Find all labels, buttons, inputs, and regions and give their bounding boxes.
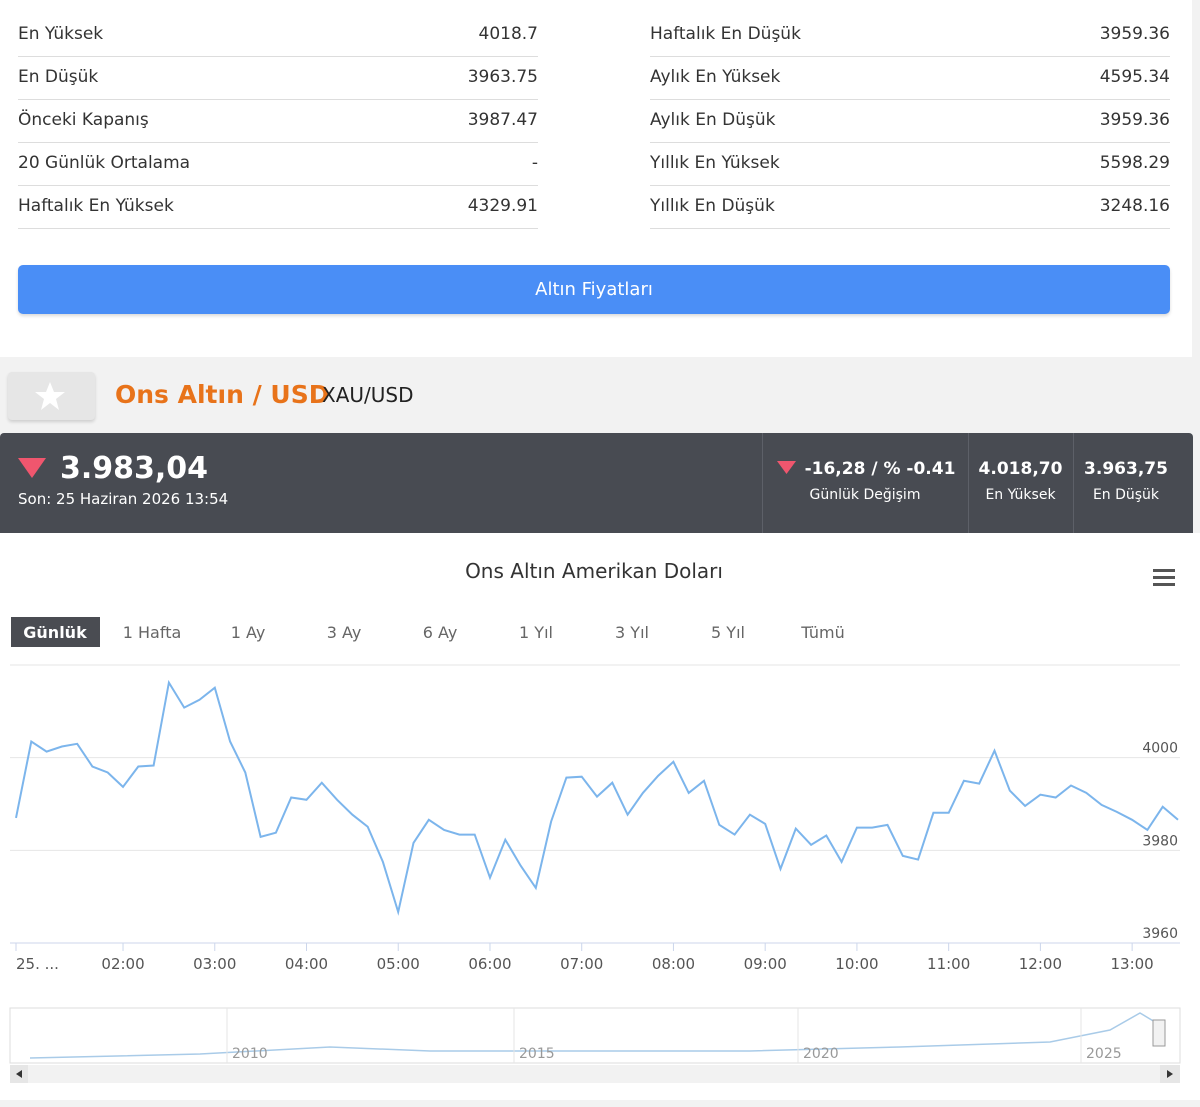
stat-label: Önceki Kapanış — [18, 110, 149, 130]
separator — [968, 433, 969, 533]
quote-bar: 3.983,04 Son: 25 Haziran 2026 13:54 -16,… — [0, 433, 1193, 533]
stat-label: Aylık En Düşük — [650, 110, 776, 130]
instrument-title: Ons Altın / USD — [115, 380, 330, 409]
navigator-handle[interactable] — [1152, 1019, 1166, 1047]
stat-value: 5598.29 — [1099, 153, 1170, 173]
range-button[interactable]: 1 Ay — [231, 623, 266, 642]
change-label: Günlük Değişim — [809, 487, 921, 503]
y-tick-label: 3980 — [1142, 833, 1178, 849]
range-button[interactable]: 1 Yıl — [519, 623, 553, 642]
stat-label: Aylık En Yüksek — [650, 67, 781, 87]
stat-row: Haftalık En Düşük 3959.36 — [650, 13, 1170, 57]
stat-row: En Düşük 3963.75 — [18, 56, 538, 100]
stat-label: Yıllık En Yüksek — [650, 153, 780, 173]
x-tick-label: 03:00 — [193, 955, 236, 973]
stat-value: 3987.47 — [467, 110, 538, 130]
stat-label: Haftalık En Yüksek — [18, 196, 174, 216]
stat-label: 20 Günlük Ortalama — [18, 153, 191, 173]
low: 3.963,75 — [1084, 459, 1168, 479]
range-button[interactable]: Tümü — [800, 623, 844, 642]
stat-label: En Yüksek — [18, 24, 104, 44]
x-tick-label: 08:00 — [652, 955, 695, 973]
stat-value: 3959.36 — [1099, 110, 1170, 130]
chart-box: Ons Altın Amerikan Doları Günlük 1 Hafta 1… — [0, 533, 1200, 1100]
x-tick-label: 06:00 — [468, 955, 511, 973]
stat-value: 4018.7 — [478, 24, 538, 44]
change-arrow — [777, 461, 796, 474]
chart: Ons Altın Amerikan Doları Günlük 1 Hafta 1… — [9, 559, 1181, 1083]
stat-row: En Yüksek 4018.7 — [18, 13, 538, 57]
low-label: En Düşük — [1092, 487, 1160, 503]
navigator — [9, 1007, 1181, 1064]
y-tick-label: 3960 — [1142, 926, 1178, 942]
stat-value: 3248.16 — [1099, 196, 1170, 216]
price: 3.983,04 — [60, 451, 209, 486]
scrollbar[interactable] — [10, 1065, 1180, 1083]
x-tick-label: 04:00 — [285, 955, 328, 973]
down-arrow — [18, 458, 46, 478]
stat-value: 4329.91 — [467, 196, 538, 216]
x-tick-label: 12:00 — [1019, 955, 1062, 973]
stats-card: En Yüksek 4018.7 En Düşük 3963.75 Önceki Kap… — [0, 0, 1192, 357]
range-button[interactable]: Günlük — [23, 623, 87, 642]
stat-row: Yıllık En Yüksek 5598.29 — [650, 142, 1170, 186]
range-button[interactable]: 6 Ay — [423, 623, 458, 642]
x-tick-label: 09:00 — [744, 955, 787, 973]
range-button[interactable]: 5 Yıl — [711, 623, 745, 642]
x-tick-label: 25. ... — [16, 955, 59, 973]
chart-title: Ons Altın Amerikan Doları — [465, 559, 723, 583]
stat-row: Haftalık En Yüksek 4329.91 — [18, 185, 538, 229]
navigator-label: 2025 — [1086, 1046, 1122, 1062]
stat-value: - — [531, 153, 538, 173]
stat-row: Önceki Kapanış 3987.47 — [18, 99, 538, 143]
navigator-label: 2020 — [803, 1046, 839, 1062]
separator — [1073, 433, 1074, 533]
stat-value: 3963.75 — [467, 67, 538, 87]
instrument-symbol: XAU/USD — [322, 383, 414, 407]
y-tick-label: 4000 — [1142, 741, 1178, 757]
navigator-label: 2010 — [232, 1046, 268, 1062]
high: 4.018,70 — [978, 459, 1063, 479]
range-button[interactable]: 3 Ay — [327, 623, 362, 642]
navigator-line — [29, 1012, 1161, 1059]
range-button-active[interactable] — [11, 617, 100, 647]
range-button[interactable]: 3 Yıl — [615, 623, 649, 642]
x-tick-label: 11:00 — [927, 955, 970, 973]
stat-row: Aylık En Yüksek 4595.34 — [650, 56, 1170, 100]
stat-label: En Düşük — [18, 67, 99, 87]
stat-row: 20 Günlük Ortalama - — [18, 142, 538, 186]
star-icon — [35, 382, 65, 410]
stat-value: 3959.36 — [1099, 24, 1170, 44]
x-tick-label: 07:00 — [560, 955, 603, 973]
stat-label: Yıllık En Düşük — [650, 196, 775, 216]
stat-row: Aylık En Düşük 3959.36 — [650, 99, 1170, 143]
price-time: Son: 25 Haziran 2026 13:54 — [18, 490, 229, 508]
navigator-label: 2015 — [519, 1046, 555, 1062]
high-label: En Yüksek — [985, 487, 1056, 503]
stat-row: Yıllık En Düşük 3248.16 — [650, 185, 1170, 229]
menu-icon[interactable] — [1153, 569, 1175, 586]
stat-value: 4595.34 — [1099, 67, 1170, 87]
x-tick-label: 05:00 — [377, 955, 420, 973]
x-tick-label: 13:00 — [1111, 955, 1154, 973]
change: -16,28 / % -0.41 — [804, 459, 956, 479]
x-tick-label: 10:00 — [835, 955, 878, 973]
separator — [762, 433, 763, 533]
gold-prices-button[interactable]: Altın Fiyatları — [18, 265, 1170, 314]
scroll-left-arrow — [16, 1070, 22, 1078]
scroll-right-arrow — [1167, 1070, 1173, 1078]
x-tick-label: 02:00 — [101, 955, 144, 973]
stat-label: Haftalık En Düşük — [650, 24, 801, 44]
range-button[interactable]: 1 Hafta — [123, 623, 182, 642]
favorite-button[interactable] — [8, 372, 95, 420]
price-line — [15, 679, 1179, 916]
